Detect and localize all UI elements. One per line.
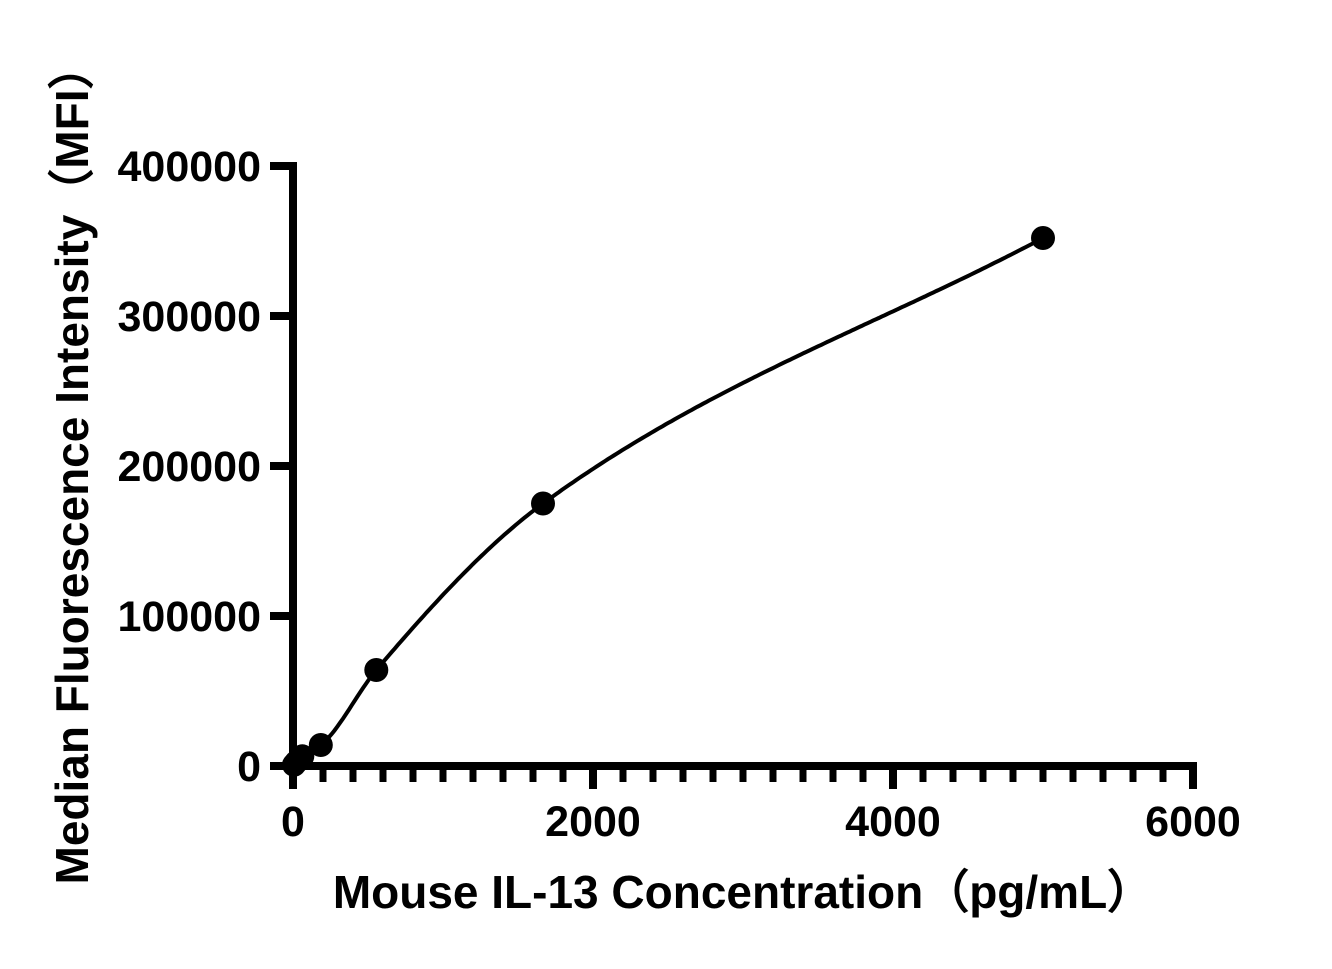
y-axis-title: Median Fluorescence Intensity（MFI）: [46, 43, 98, 885]
data-point-marker: [290, 744, 315, 769]
y-tick-label: 300000: [118, 293, 262, 341]
data-point-marker: [531, 491, 555, 516]
y-tick-label: 200000: [118, 443, 262, 491]
x-tick-label: 0: [281, 798, 305, 846]
x-axis-title: Mouse IL-13 Concentration（pg/mL）: [332, 866, 1154, 918]
data-point-marker: [1031, 226, 1055, 250]
axes-line: [289, 162, 1197, 770]
fit-curve-line: [292, 236, 1044, 767]
data-point-marker: [308, 733, 333, 757]
x-tick-label: 2000: [545, 798, 641, 846]
y-tick-label: 400000: [118, 143, 262, 191]
y-tick-label: 0: [237, 743, 261, 791]
y-tick-label: 100000: [118, 593, 262, 641]
data-point-marker: [364, 658, 389, 682]
x-tick-label: 6000: [1145, 798, 1241, 846]
x-tick-label: 4000: [845, 798, 941, 846]
